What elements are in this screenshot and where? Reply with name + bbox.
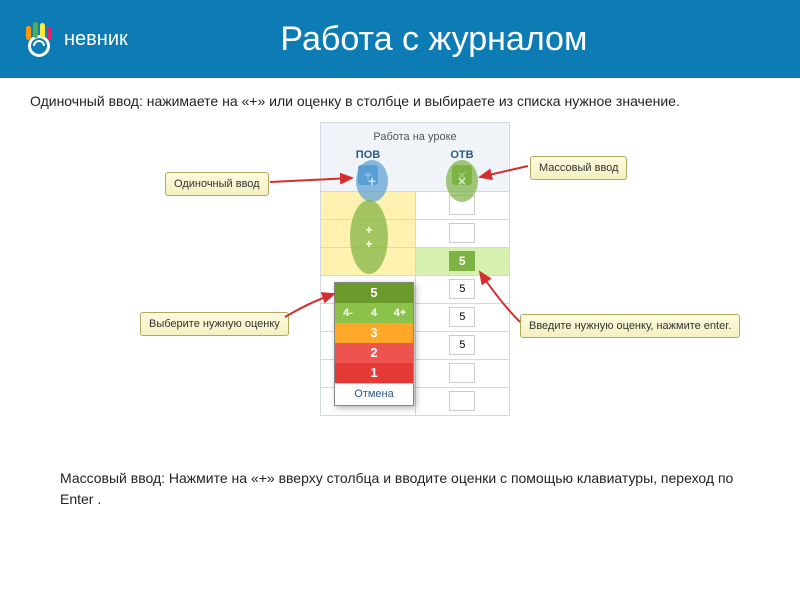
active-cell[interactable]: 5 <box>449 251 475 271</box>
logo-hand-icon <box>20 20 58 58</box>
grade-dropdown[interactable]: 5 4-44+ 3 2 1 Отмена <box>334 282 414 406</box>
callout-mass: Массовый ввод <box>530 156 627 180</box>
blue-oval-icon: + <box>356 160 388 202</box>
panel-header: Работа на уроке ПОВ + ОТВ × <box>320 122 510 192</box>
panel-title: Работа на уроке <box>321 131 509 143</box>
green-large-oval-icon: ++ <box>350 200 388 274</box>
logo: невник <box>20 20 128 58</box>
grade-option-2[interactable]: 2 <box>335 343 413 363</box>
header-bar: невник Работа с журналом <box>0 0 800 78</box>
diagram: Работа на уроке ПОВ + ОТВ × 5 5 5 <box>120 122 680 452</box>
intro-text: Одиночный ввод: нажимаете на «+» или оце… <box>30 92 770 112</box>
page-title: Работа с журналом <box>128 20 780 59</box>
logo-text: невник <box>64 28 128 51</box>
grade-cell[interactable] <box>449 223 475 243</box>
grade-cell[interactable] <box>449 391 475 411</box>
grade-cell[interactable]: 5 <box>449 335 475 355</box>
grade-option-1[interactable]: 1 <box>335 363 413 383</box>
green-oval-icon: × <box>446 160 478 202</box>
grade-cell[interactable] <box>449 363 475 383</box>
grade-cancel[interactable]: Отмена <box>335 383 413 405</box>
col1-label: ПОВ <box>321 149 415 161</box>
callout-single: Одиночный ввод <box>165 172 269 196</box>
grade-cell[interactable]: 5 <box>449 279 475 299</box>
grade-option-3[interactable]: 3 <box>335 323 413 343</box>
callout-enter: Введите нужную оценку, нажмите enter. <box>520 314 740 338</box>
col2-label: ОТВ <box>415 149 509 161</box>
grade-option-4[interactable]: 4-44+ <box>335 303 413 323</box>
grade-option-5[interactable]: 5 <box>335 283 413 303</box>
outro-text: Массовый ввод: Нажмите на «+» вверху сто… <box>0 462 800 510</box>
grade-cell[interactable]: 5 <box>449 307 475 327</box>
callout-select: Выберите нужную оценку <box>140 312 289 336</box>
